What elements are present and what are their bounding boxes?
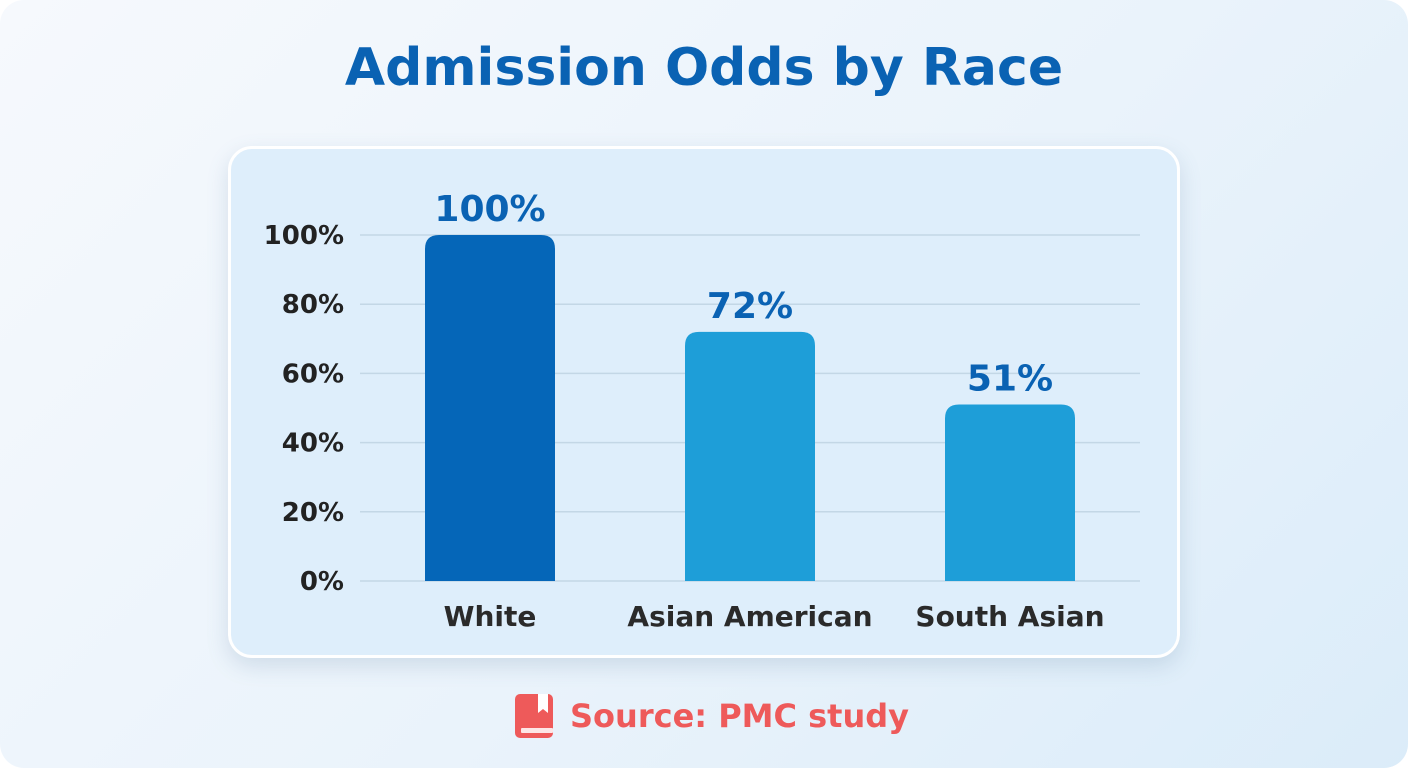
y-axis-ticks: 0% 20% 40% 60% 80% 100% [264,221,344,597]
page-title: Admission Odds by Race [344,38,1064,98]
y-tick-label: 20% [282,498,344,528]
bar-white [425,235,555,581]
book-icon [515,694,553,738]
y-tick-label: 100% [264,221,344,251]
source-note: Source: PMC study [514,692,909,740]
y-tick-label: 0% [300,567,344,597]
data-label: 72% [707,286,793,327]
source-text: Source: PMC study [570,697,910,735]
y-tick-label: 40% [282,429,344,459]
bar-asian-american [685,331,815,581]
category-label: White [444,600,537,633]
category-label: South Asian [915,600,1104,633]
x-axis-categories: White Asian American South Asian [444,600,1105,633]
y-tick-label: 80% [282,290,344,320]
bar-south-asian [945,404,1075,581]
data-label: 51% [967,359,1053,400]
bars [425,235,1075,581]
data-label: 100% [434,189,545,230]
y-tick-label: 60% [282,359,344,389]
category-label: Asian American [627,600,872,633]
data-labels: 100% 72% 51% [434,189,1053,400]
